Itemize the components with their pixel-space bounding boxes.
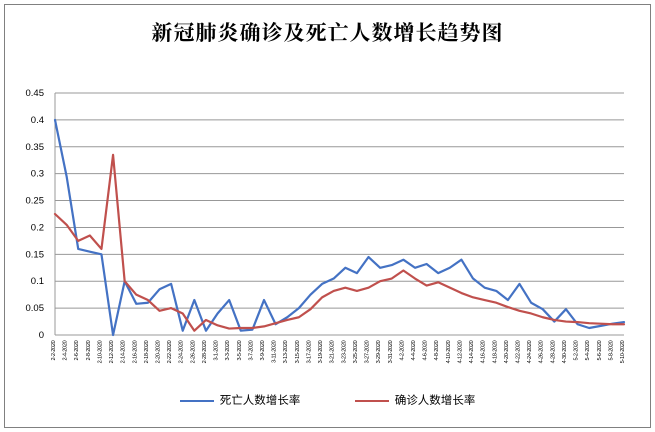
svg-text:4-14-2020: 4-14-2020 bbox=[469, 340, 475, 363]
svg-text:3-21-2020: 3-21-2020 bbox=[330, 340, 336, 363]
svg-text:2-22-2020: 2-22-2020 bbox=[167, 340, 173, 363]
svg-text:4-2-2020: 4-2-2020 bbox=[399, 340, 405, 360]
svg-text:2-10-2020: 2-10-2020 bbox=[97, 340, 103, 363]
svg-text:3-27-2020: 3-27-2020 bbox=[365, 340, 371, 363]
svg-text:2-2-2020: 2-2-2020 bbox=[51, 340, 57, 360]
svg-text:2-12-2020: 2-12-2020 bbox=[109, 340, 115, 363]
svg-text:3-7-2020: 3-7-2020 bbox=[248, 340, 254, 360]
svg-text:4-4-2020: 4-4-2020 bbox=[411, 340, 417, 360]
svg-text:3-31-2020: 3-31-2020 bbox=[388, 340, 394, 363]
svg-text:3-25-2020: 3-25-2020 bbox=[353, 340, 359, 363]
svg-text:5-6-2020: 5-6-2020 bbox=[597, 340, 603, 360]
svg-text:0.4: 0.4 bbox=[31, 115, 44, 126]
svg-text:4-8-2020: 4-8-2020 bbox=[434, 340, 440, 360]
svg-text:5-4-2020: 5-4-2020 bbox=[585, 340, 591, 360]
svg-text:3-9-2020: 3-9-2020 bbox=[260, 340, 266, 360]
svg-text:0.2: 0.2 bbox=[31, 222, 44, 233]
svg-text:3-3-2020: 3-3-2020 bbox=[225, 340, 231, 360]
svg-text:3-19-2020: 3-19-2020 bbox=[318, 340, 324, 363]
svg-text:0.05: 0.05 bbox=[26, 303, 45, 314]
svg-text:0.1: 0.1 bbox=[31, 276, 44, 287]
svg-text:4-12-2020: 4-12-2020 bbox=[457, 340, 463, 363]
svg-text:2-4-2020: 2-4-2020 bbox=[63, 340, 69, 360]
svg-text:0.25: 0.25 bbox=[26, 196, 45, 207]
svg-text:2-20-2020: 2-20-2020 bbox=[156, 340, 162, 363]
svg-text:4-20-2020: 4-20-2020 bbox=[504, 340, 510, 363]
svg-text:5-10-2020: 5-10-2020 bbox=[620, 340, 626, 363]
svg-text:4-28-2020: 4-28-2020 bbox=[550, 340, 556, 363]
svg-text:0: 0 bbox=[39, 330, 44, 341]
svg-text:3-1-2020: 3-1-2020 bbox=[214, 340, 220, 360]
svg-text:4-22-2020: 4-22-2020 bbox=[515, 340, 521, 363]
svg-text:4-30-2020: 4-30-2020 bbox=[562, 340, 568, 363]
svg-text:2-6-2020: 2-6-2020 bbox=[74, 340, 80, 360]
svg-text:4-24-2020: 4-24-2020 bbox=[527, 340, 533, 363]
svg-text:2-18-2020: 2-18-2020 bbox=[144, 340, 150, 363]
svg-text:2-26-2020: 2-26-2020 bbox=[190, 340, 196, 363]
svg-text:0.3: 0.3 bbox=[31, 169, 44, 180]
svg-text:4-10-2020: 4-10-2020 bbox=[446, 340, 452, 363]
svg-text:5-8-2020: 5-8-2020 bbox=[608, 340, 614, 360]
svg-text:0.15: 0.15 bbox=[26, 249, 45, 260]
svg-text:4-16-2020: 4-16-2020 bbox=[481, 340, 487, 363]
svg-text:3-15-2020: 3-15-2020 bbox=[295, 340, 301, 363]
svg-text:2-8-2020: 2-8-2020 bbox=[86, 340, 92, 360]
svg-text:2-24-2020: 2-24-2020 bbox=[179, 340, 185, 363]
svg-text:4-26-2020: 4-26-2020 bbox=[539, 340, 545, 363]
svg-text:0.35: 0.35 bbox=[26, 142, 45, 153]
svg-text:4-18-2020: 4-18-2020 bbox=[492, 340, 498, 363]
svg-text:3-11-2020: 3-11-2020 bbox=[272, 340, 278, 363]
svg-text:4-6-2020: 4-6-2020 bbox=[423, 340, 429, 360]
svg-text:3-23-2020: 3-23-2020 bbox=[341, 340, 347, 363]
svg-text:3-13-2020: 3-13-2020 bbox=[283, 340, 289, 363]
svg-text:2-28-2020: 2-28-2020 bbox=[202, 340, 208, 363]
svg-text:3-5-2020: 3-5-2020 bbox=[237, 340, 243, 360]
svg-text:3-17-2020: 3-17-2020 bbox=[306, 340, 312, 363]
svg-text:0.45: 0.45 bbox=[26, 88, 45, 99]
svg-text:2-14-2020: 2-14-2020 bbox=[121, 340, 127, 363]
svg-text:3-29-2020: 3-29-2020 bbox=[376, 340, 382, 363]
svg-text:2-16-2020: 2-16-2020 bbox=[132, 340, 138, 363]
svg-text:5-2-2020: 5-2-2020 bbox=[574, 340, 580, 360]
